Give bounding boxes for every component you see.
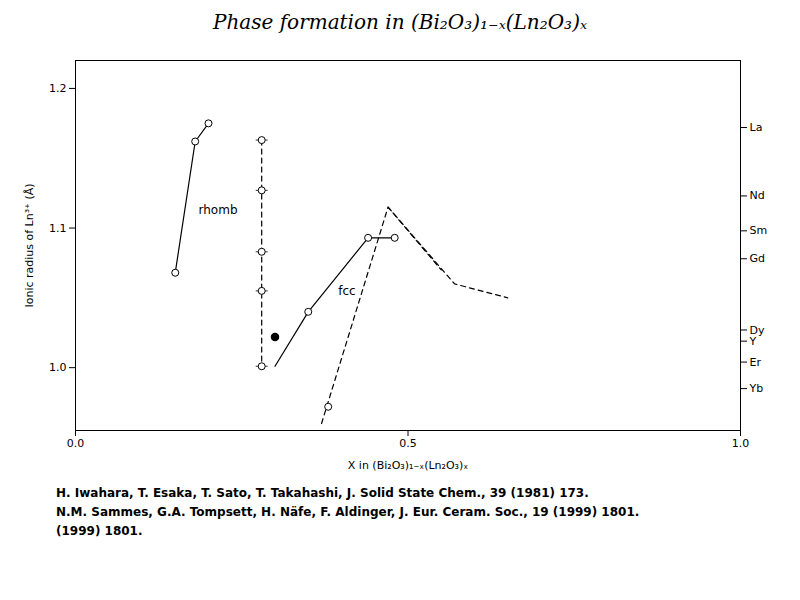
svg-text:La: La [750, 121, 763, 134]
svg-text:Er: Er [750, 356, 762, 369]
html-text:Phase formation in (Bi₂O₃)₁₋ₓ(: Phase formation in (Bi₂O₃)₁₋ₓ(Ln₂O₃)ₓ [213, 10, 587, 34]
svg-text:Gd: Gd [750, 252, 766, 265]
svg-text:Yb: Yb [749, 382, 764, 395]
svg-text:fcc: fcc [338, 284, 355, 298]
html-text:(1999) 1801.: (1999) 1801. [56, 524, 143, 539]
svg-text:Y: Y [749, 335, 757, 348]
svg-text:Dy: Dy [749, 323, 765, 337]
svg-text:X in (Bi₂O₃)₁₋ₓ(Ln₂O₃)ₓ: X in (Bi₂O₃)₁₋ₓ(Ln₂O₃)ₓ [348, 459, 468, 472]
html-text:H. Iwahara, T. Esaka, T. Sato,: H. Iwahara, T. Esaka, T. Sato, T. Takaha… [56, 486, 589, 500]
svg-text:Ionic radius of Ln³⁺ (Å): Ionic radius of Ln³⁺ (Å) [23, 183, 36, 307]
svg-text:Sm: Sm [750, 224, 768, 237]
svg-text:1.1: 1.1 [49, 222, 67, 235]
svg-text:1.0: 1.0 [49, 361, 67, 374]
svg-text:1.2: 1.2 [49, 82, 67, 95]
svg-text:rhomb: rhomb [199, 203, 238, 217]
svg-text:0.5: 0.5 [399, 437, 417, 450]
svg-text:1.0: 1.0 [732, 437, 750, 450]
html-text:N.M. Sammes, G.A. Tompsett, H.: N.M. Sammes, G.A. Tompsett, H. Näfe, F. … [56, 505, 640, 520]
svg-text:0.0: 0.0 [67, 437, 85, 450]
svg-text:Nd: Nd [750, 189, 765, 202]
